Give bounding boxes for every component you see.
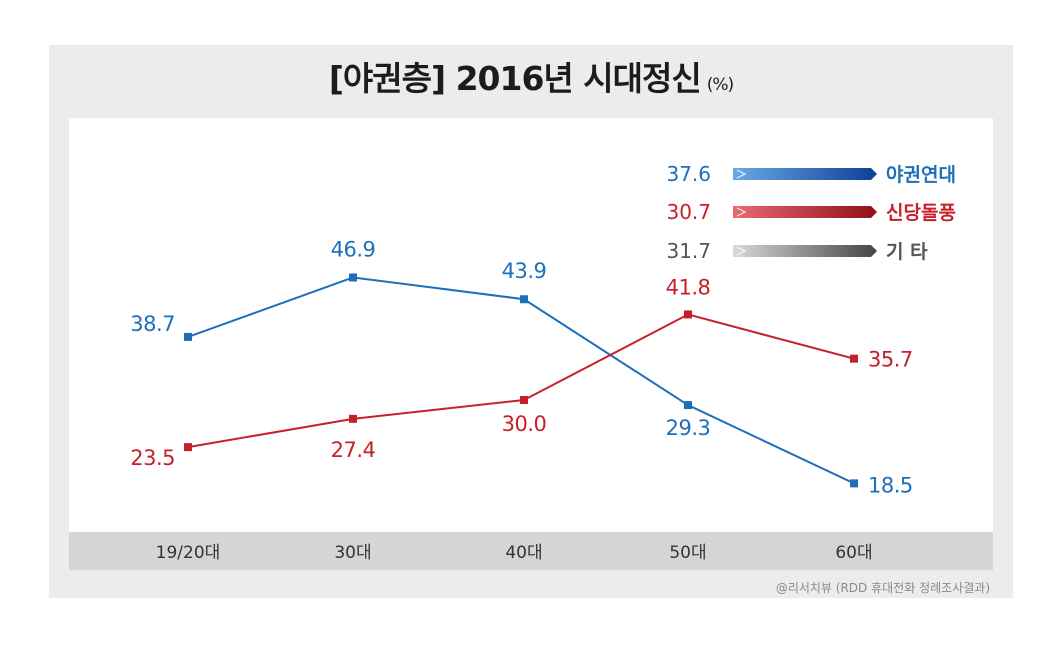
data-label: 35.7 [868, 348, 913, 372]
legend-value: 31.7 [666, 239, 711, 263]
data-point [184, 443, 192, 452]
legend-chevron-icon [736, 169, 747, 179]
x-tick-label: 60대 [835, 543, 872, 563]
data-point [850, 354, 858, 363]
x-axis-band [69, 532, 993, 570]
legend-label: 기 타 [886, 241, 928, 263]
data-point [850, 479, 858, 488]
series-line [187, 276, 855, 485]
legend-ribbon [733, 168, 877, 180]
data-label: 29.3 [666, 416, 711, 440]
x-tick-label: 50대 [669, 543, 706, 563]
data-label: 30.0 [502, 412, 547, 436]
data-label: 43.9 [502, 259, 547, 283]
data-point [349, 273, 357, 282]
legend-ribbon [733, 206, 877, 218]
legend-ribbon [733, 245, 877, 257]
data-label: 18.5 [868, 473, 913, 497]
chart-title: [야권층] 2016년 시대정신 (%) [0, 52, 1062, 100]
data-point [520, 295, 528, 304]
data-point [184, 332, 192, 341]
data-label: 41.8 [666, 275, 711, 299]
data-point [684, 310, 692, 319]
x-tick-label: 30대 [334, 543, 371, 563]
legend-label: 야권연대 [886, 164, 956, 186]
legend-value: 30.7 [666, 200, 711, 224]
legend-chevron-icon [736, 207, 747, 217]
x-tick-label: 19/20대 [156, 543, 221, 563]
legend-value: 37.6 [666, 162, 711, 186]
legend-label: 신당돌풍 [886, 202, 956, 224]
source-note: @리서치뷰 (RDD 휴대전화 정례조사결과) [775, 581, 990, 595]
data-point [520, 396, 528, 404]
data-label: 23.5 [130, 446, 175, 470]
data-label: 27.4 [331, 438, 376, 462]
legend-chevron-icon [736, 246, 747, 256]
x-tick-label: 40대 [505, 543, 542, 563]
data-label: 38.7 [130, 312, 175, 336]
data-point [349, 414, 357, 423]
title-text: [야권층] 2016년 시대정신 [328, 59, 702, 98]
title-unit: (%) [706, 75, 734, 95]
data-label: 46.9 [331, 237, 376, 261]
data-point [684, 401, 692, 410]
